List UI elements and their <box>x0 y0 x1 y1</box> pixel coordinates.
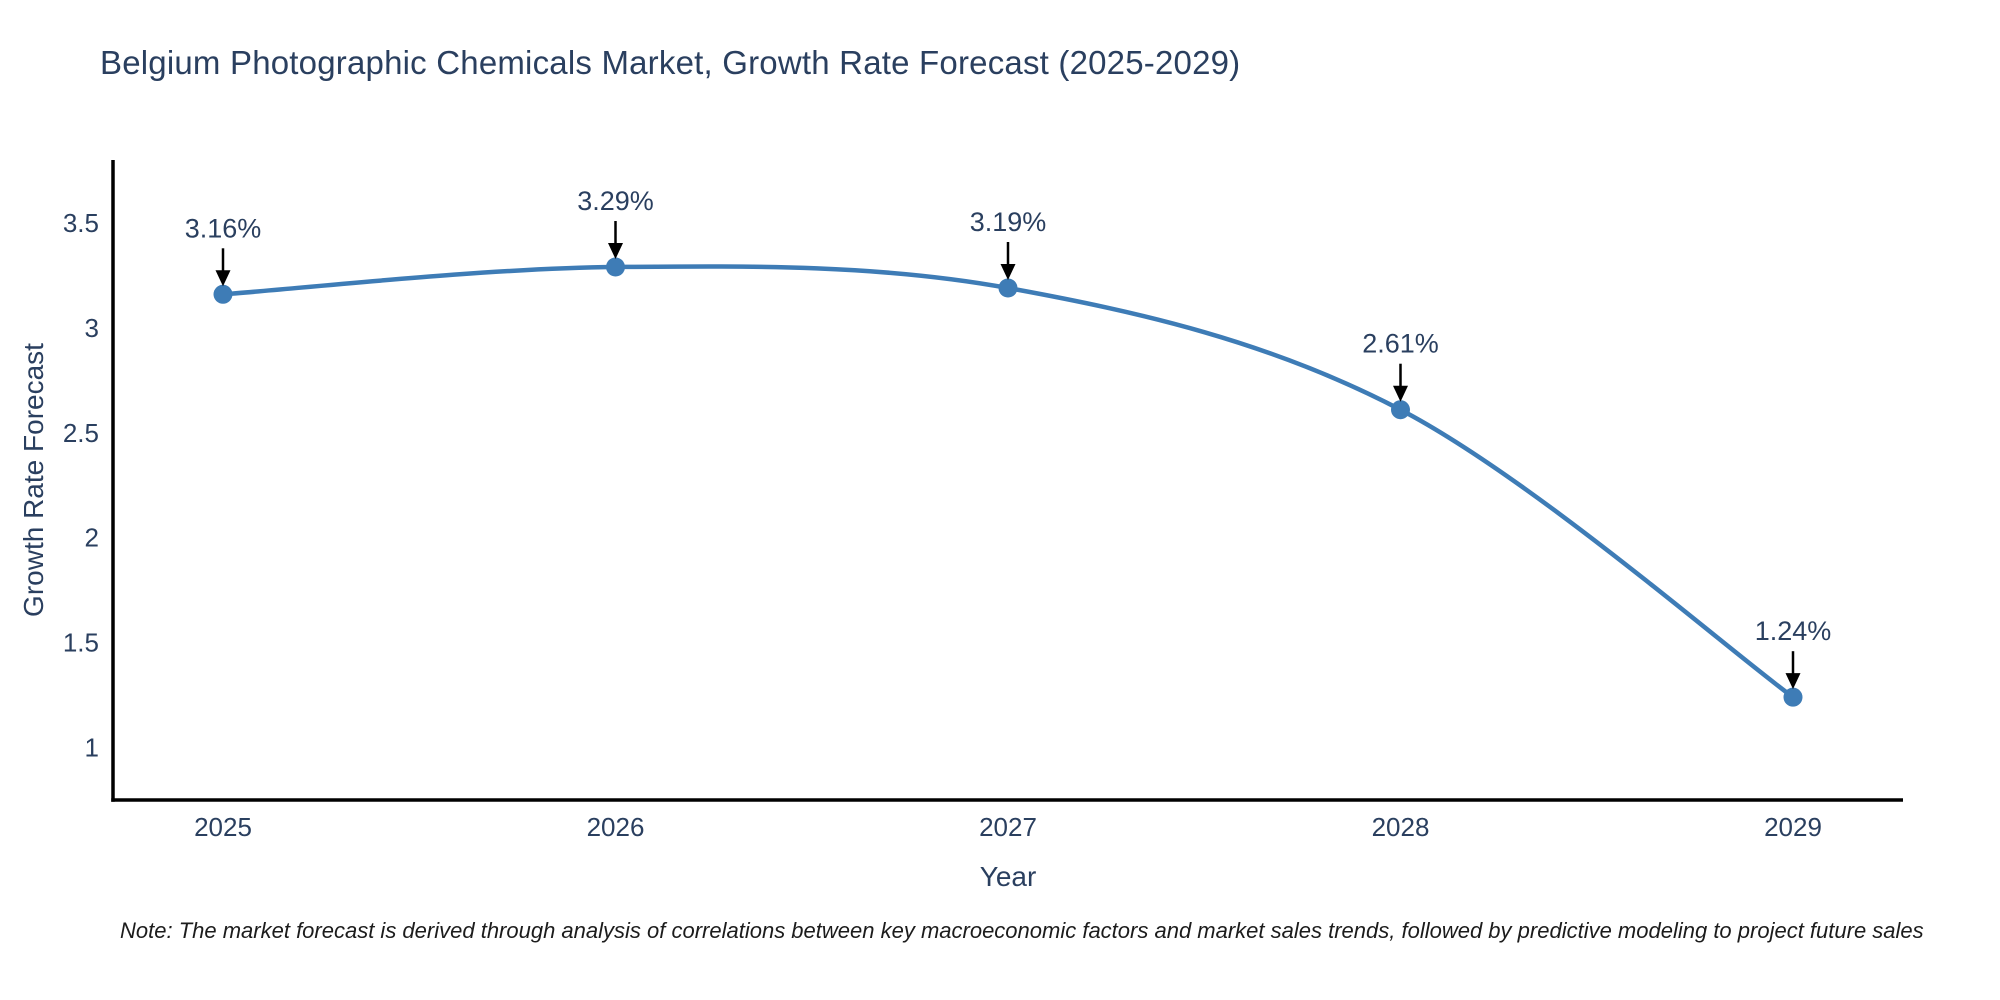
data-point-marker[interactable] <box>998 278 1018 298</box>
data-point-marker[interactable] <box>606 257 625 277</box>
x-tick-label: 2025 <box>194 812 252 842</box>
x-tick-label: 2029 <box>1764 812 1822 842</box>
chart-title: Belgium Photographic Chemicals Market, G… <box>100 44 1241 81</box>
annotation-arrowhead-icon <box>215 270 231 287</box>
data-point-marker[interactable] <box>213 284 233 304</box>
annotation-arrowhead-icon <box>608 243 623 260</box>
x-tick-label: 2026 <box>587 812 645 842</box>
data-point-label: 1.24% <box>1755 616 1832 646</box>
annotation-arrowhead-icon <box>1000 264 1016 280</box>
annotation-arrowhead-icon <box>1785 673 1801 690</box>
y-tick-label: 2 <box>85 523 99 553</box>
data-point-label: 3.29% <box>577 186 654 216</box>
annotation-arrowhead-icon <box>1393 385 1408 402</box>
y-tick-label: 1.5 <box>63 628 99 658</box>
data-point-marker[interactable] <box>1783 687 1803 707</box>
series-line <box>220 264 1796 700</box>
y-tick-label: 3.5 <box>63 208 99 238</box>
data-point-label: 3.16% <box>185 213 262 243</box>
note-text: Note: The market forecast is derived thr… <box>120 918 1924 943</box>
y-tick-label: 3 <box>85 313 99 343</box>
x-tick-label: 2028 <box>1372 812 1430 842</box>
y-tick-label: 2.5 <box>63 418 99 448</box>
data-point-label: 3.19% <box>970 207 1047 237</box>
data-point-marker[interactable] <box>1391 400 1410 420</box>
data-point-label: 2.61% <box>1362 329 1439 359</box>
x-axis-title: Year <box>979 861 1037 892</box>
x-tick-label: 2027 <box>979 812 1037 842</box>
y-tick-label: 1 <box>85 733 99 763</box>
